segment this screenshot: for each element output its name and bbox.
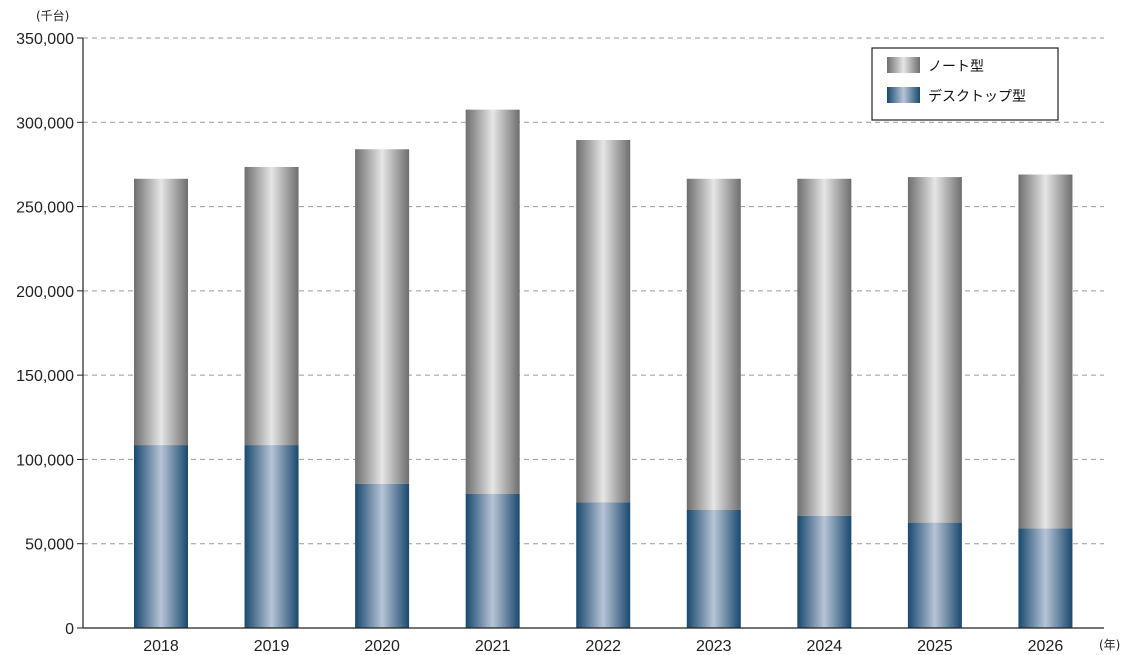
bar-segment-note — [134, 178, 188, 446]
y-tick-label: 350,000 — [16, 31, 74, 48]
bar-segment-desktop — [1018, 528, 1073, 628]
y-tick-label: 150,000 — [16, 368, 74, 385]
bars — [134, 109, 1073, 628]
y-tick-label: 250,000 — [16, 200, 74, 217]
y-tick-label: 0 — [65, 621, 74, 638]
y-tick-label: 100,000 — [16, 452, 74, 469]
x-tick-label: 2025 — [917, 638, 953, 655]
bar-segment-note — [1018, 174, 1073, 529]
x-tick-label: 2026 — [1028, 638, 1064, 655]
bar-segment-note — [686, 178, 741, 510]
y-unit-label: (千台) — [36, 8, 69, 23]
bar-segment-desktop — [244, 445, 299, 628]
legend-swatch-note — [887, 57, 920, 73]
legend-label-desktop: デスクトップ型 — [928, 88, 1026, 105]
x-tick-label: 2021 — [475, 638, 511, 655]
legend: ノート型 デスクトップ型 — [871, 47, 1059, 121]
bar-segment-note — [355, 149, 410, 484]
y-tick-label: 200,000 — [16, 284, 74, 301]
legend-label-note: ノート型 — [928, 59, 984, 75]
bar-segment-desktop — [465, 493, 520, 628]
bar-segment-desktop — [797, 515, 852, 628]
legend-swatch-desktop — [887, 87, 920, 103]
x-unit-label: (年) — [1099, 638, 1120, 652]
y-tick-label: 300,000 — [16, 115, 74, 132]
x-tick-label: 2023 — [696, 638, 732, 655]
y-tick-label: 50,000 — [25, 537, 74, 554]
x-tick-label: 2024 — [807, 638, 843, 655]
bar-segment-note — [576, 139, 631, 503]
bar-segment-note — [465, 109, 520, 494]
bar-segment-desktop — [576, 502, 631, 628]
bar-segment-note — [797, 178, 852, 516]
bar-segment-desktop — [907, 522, 962, 628]
bar-segment-desktop — [134, 445, 188, 628]
x-axis-ticks: 2018 2019 2020 2021 2022 2023 2024 2025 2026 — [143, 638, 1063, 655]
x-tick-label: 2022 — [585, 638, 621, 655]
bar-segment-desktop — [686, 510, 741, 628]
x-tick-label: 2019 — [254, 638, 290, 655]
bar-segment-note — [907, 177, 962, 523]
bar-segment-note — [244, 166, 299, 446]
bar-segment-desktop — [355, 483, 410, 628]
x-tick-label: 2020 — [364, 638, 400, 655]
y-axis-ticks: 0 50,000 100,000 150,000 200,000 250,000 300,0… — [16, 31, 83, 638]
x-tick-label: 2018 — [143, 638, 179, 655]
